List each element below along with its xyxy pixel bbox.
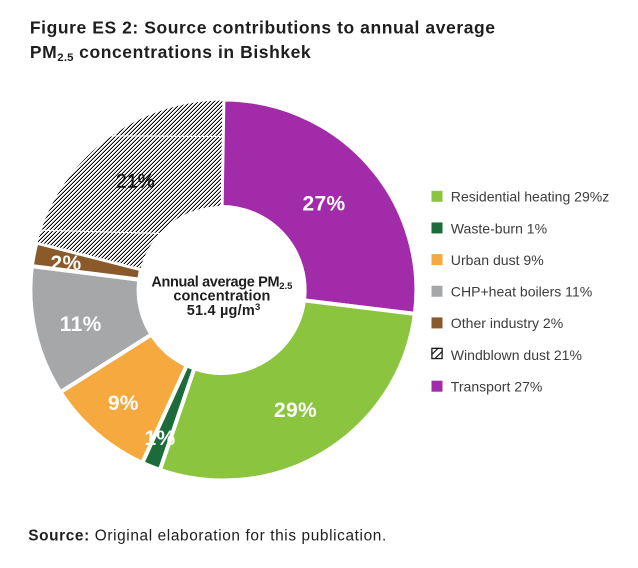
svg-text:21%: 21% xyxy=(116,172,155,193)
svg-text:9%: 9% xyxy=(108,392,139,415)
svg-text:51.4 µg/m3: 51.4 µg/m3 xyxy=(187,302,260,319)
svg-text:Residential heating 29%z: Residential heating 29%z xyxy=(451,189,610,205)
svg-text:11%: 11% xyxy=(60,313,102,336)
svg-text:Transport 27%: Transport 27% xyxy=(451,379,543,395)
svg-text:Waste-burn 1%: Waste-burn 1% xyxy=(451,220,547,236)
svg-text:PM2.5 concentrations in Bishke: PM2.5 concentrations in Bishkek xyxy=(30,42,311,64)
svg-text:Windblown dust 21%: Windblown dust 21% xyxy=(451,347,582,363)
svg-text:2%: 2% xyxy=(51,252,82,275)
svg-text:concentration: concentration xyxy=(173,289,270,305)
svg-text:Figure ES 2: Source contributi: Figure ES 2: Source contributions to ann… xyxy=(30,17,496,37)
svg-text:Urban dust 9%: Urban dust 9% xyxy=(451,252,544,268)
svg-text:Source: Original elaboration f: Source: Original elaboration for this pu… xyxy=(28,527,387,544)
svg-text:Other industry 2%: Other industry 2% xyxy=(451,315,563,331)
svg-text:Annual average PM2.5: Annual average PM2.5 xyxy=(151,275,293,292)
svg-text:27%: 27% xyxy=(303,192,346,215)
svg-text:1%: 1% xyxy=(145,427,176,450)
svg-text:CHP+heat boilers 11%: CHP+heat boilers 11% xyxy=(451,284,592,300)
svg-text:29%: 29% xyxy=(274,399,317,422)
